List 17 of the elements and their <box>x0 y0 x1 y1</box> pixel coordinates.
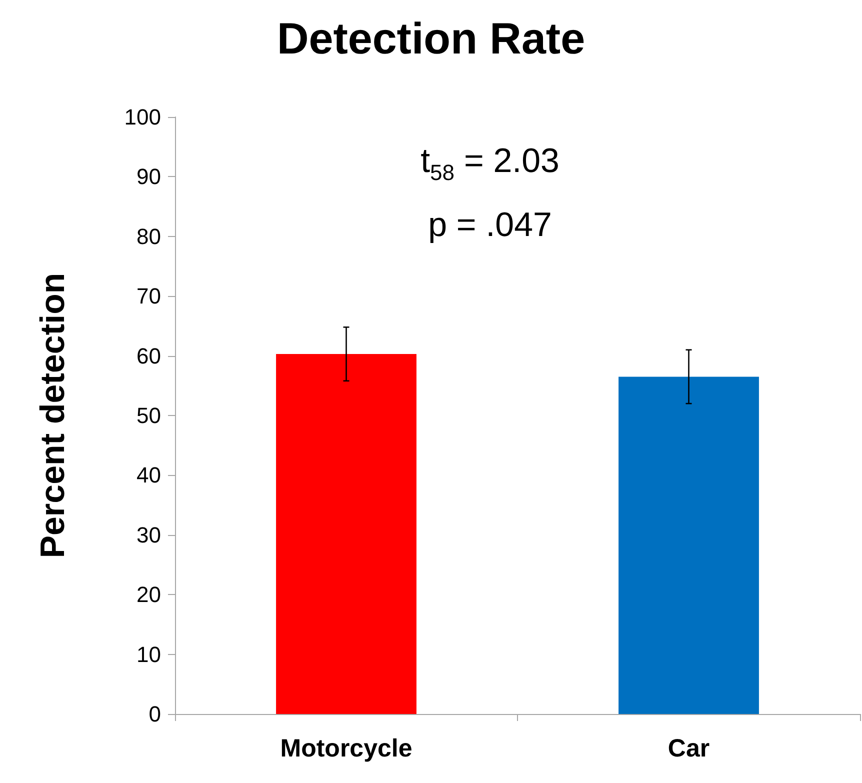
y-tick-label: 70 <box>136 284 161 309</box>
y-tick-label: 40 <box>136 462 161 488</box>
y-tick-label: 0 <box>148 702 161 726</box>
y-tick-label: 100 <box>124 104 161 130</box>
y-axis-title: Percent detection <box>34 272 72 558</box>
annotation: t$_{58}$ = 2.03 <box>420 141 560 187</box>
y-tick-label: 30 <box>136 522 161 548</box>
chart-title: Detection Rate <box>276 14 586 64</box>
y-tick-label: 10 <box>136 642 161 667</box>
y-tick-label: 60 <box>136 343 161 368</box>
x-tick-label: Car <box>668 734 710 762</box>
y-tick-label: 20 <box>136 582 161 608</box>
y-tick-label: 90 <box>136 164 161 190</box>
x-tick-label: Motorcycle <box>280 734 412 762</box>
y-tick-label: 50 <box>136 403 161 428</box>
annotation: p = .047 <box>427 204 553 246</box>
y-tick-label: 80 <box>136 224 161 249</box>
